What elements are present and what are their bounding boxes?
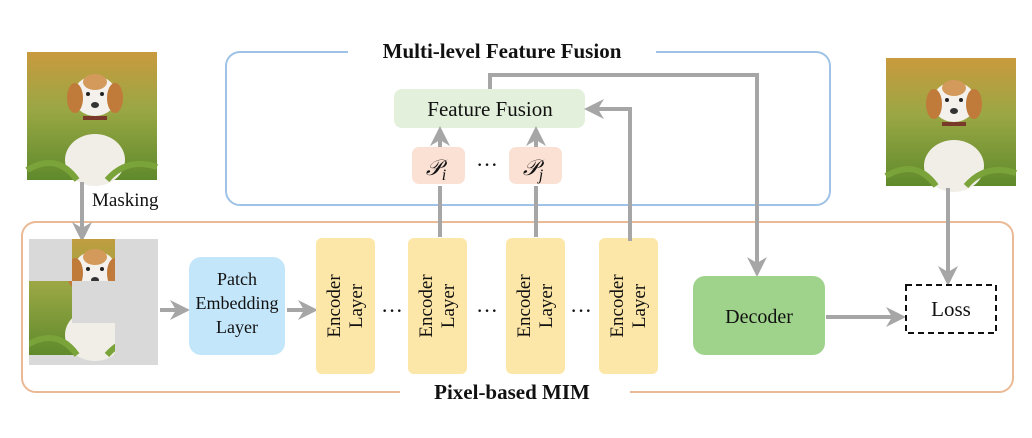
masking-label: Masking (92, 190, 159, 211)
loss-label: Loss (931, 297, 971, 321)
svg-text:Embedding: Embedding (196, 293, 279, 313)
decoder-box (693, 276, 825, 355)
svg-text:Encoder: Encoder (324, 274, 345, 338)
input-image (27, 52, 157, 186)
feature-fusion-box (394, 89, 585, 128)
decoder-label: Decoder (725, 306, 793, 328)
svg-text:Layer: Layer (216, 317, 258, 337)
svg-text:Encoder: Encoder (514, 274, 535, 338)
svg-text:Encoder: Encoder (607, 274, 628, 338)
target-image (886, 58, 1016, 192)
ellipsis: ··· (570, 298, 592, 323)
pixel-based-mim-title: Pixel-based MIM (434, 380, 590, 404)
encoder-layer: Encoder Layer (408, 238, 467, 374)
feature-fusion-label: Feature Fusion (427, 97, 553, 121)
encoder-layer: Encoder Layer (316, 238, 375, 374)
p-j-box: 𝒫j (509, 147, 562, 184)
p-i-box: 𝒫i (412, 147, 465, 184)
svg-text:Layer: Layer (346, 283, 367, 328)
loss-box (905, 284, 997, 334)
svg-text:Patch: Patch (217, 269, 257, 289)
ellipsis: ··· (476, 152, 498, 177)
encoder-layer: Encoder Layer (506, 238, 565, 374)
masked-image (29, 239, 158, 365)
svg-text:Layer: Layer (438, 283, 459, 328)
encoder-layer: Encoder Layer (599, 238, 658, 374)
svg-text:Encoder: Encoder (416, 274, 437, 338)
multi-level-feature-fusion-title: Multi-level Feature Fusion (383, 39, 622, 63)
ellipsis: ··· (381, 298, 403, 323)
svg-text:Layer: Layer (629, 283, 650, 328)
svg-text:Layer: Layer (536, 283, 557, 328)
ellipsis: ··· (476, 298, 498, 323)
patch-embedding-layer: Patch Embedding Layer (189, 257, 285, 355)
